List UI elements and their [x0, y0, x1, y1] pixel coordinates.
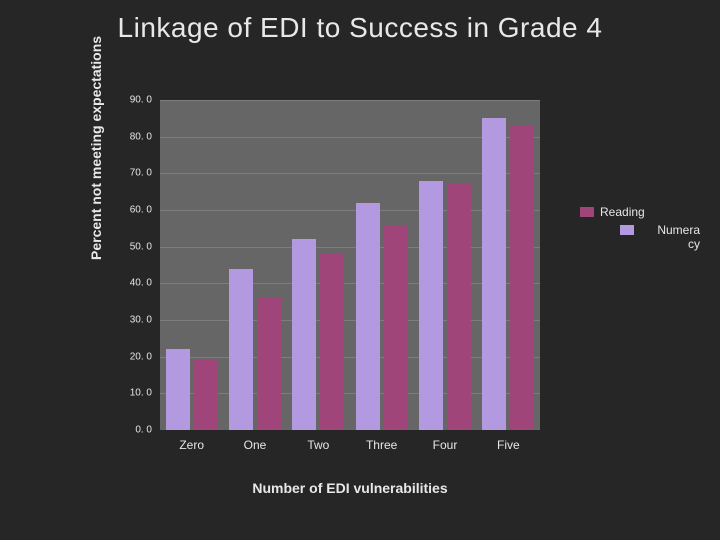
bar-numeracy-4 [447, 184, 471, 430]
bar-reading-3 [356, 203, 380, 430]
bar-numeracy-5 [510, 126, 534, 430]
y-tick-label: 40. 0 [112, 278, 152, 289]
gridline [160, 100, 540, 101]
y-tick-label: 60. 0 [112, 205, 152, 216]
y-tick-label: 80. 0 [112, 131, 152, 142]
x-tick-label: One [244, 438, 267, 452]
x-tick-label: Two [307, 438, 329, 452]
bar-numeracy-0 [194, 360, 218, 430]
legend-item-reading: Reading [580, 205, 700, 219]
y-axis-title: Percent not meeting expectations [88, 36, 104, 260]
legend-item-numeracy: Numera cy [580, 223, 700, 251]
y-tick-label: 70. 0 [112, 168, 152, 179]
legend-swatch-numeracy [620, 225, 634, 235]
bar-numeracy-1 [257, 298, 281, 430]
legend: Reading Numera cy [580, 205, 700, 251]
y-tick-label: 90. 0 [112, 95, 152, 106]
bar-numeracy-2 [320, 254, 344, 430]
x-tick-label: Three [366, 438, 397, 452]
page-root: Linkage of EDI to Success in Grade 4 Per… [0, 0, 720, 540]
bar-reading-1 [229, 269, 253, 430]
y-tick-label: 20. 0 [112, 351, 152, 362]
legend-swatch-reading [580, 207, 594, 217]
x-tick-label: Zero [179, 438, 204, 452]
y-tick-label: 30. 0 [112, 315, 152, 326]
legend-label-reading: Reading [600, 205, 645, 219]
chart-area: 0. 010. 020. 030. 040. 050. 060. 070. 08… [120, 100, 540, 450]
plot-area [160, 100, 540, 430]
bar-numeracy-3 [384, 225, 408, 430]
legend-label-numeracy: Numera cy [640, 223, 700, 251]
bar-reading-0 [166, 349, 190, 430]
x-axis-title: Number of EDI vulnerabilities [160, 480, 540, 496]
chart-title: Linkage of EDI to Success in Grade 4 [0, 12, 720, 44]
y-tick-label: 0. 0 [112, 425, 152, 436]
y-tick-label: 50. 0 [112, 241, 152, 252]
bar-reading-5 [482, 118, 506, 430]
x-tick-label: Five [497, 438, 520, 452]
bar-reading-4 [419, 181, 443, 430]
y-tick-label: 10. 0 [112, 388, 152, 399]
x-tick-label: Four [433, 438, 458, 452]
bar-reading-2 [292, 239, 316, 430]
